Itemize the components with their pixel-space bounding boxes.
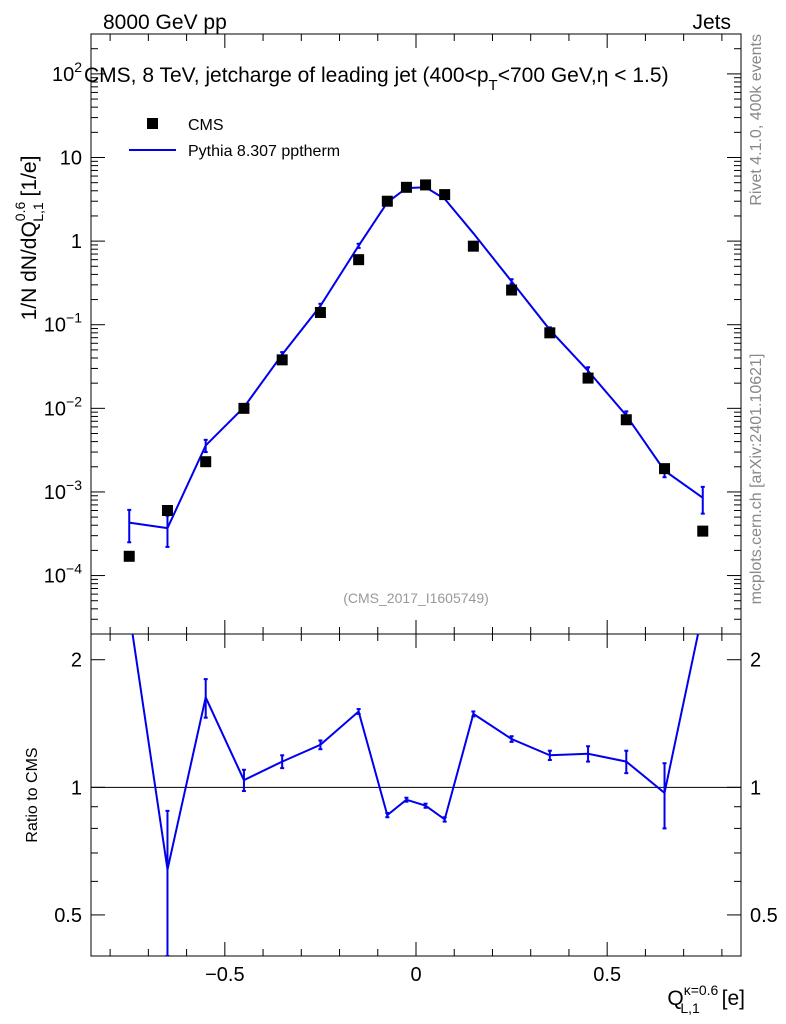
ratio-error-bar — [165, 809, 170, 956]
rivet-info: Rivet 4.1.0, 400k events — [748, 34, 765, 206]
data-point — [420, 179, 432, 191]
y-tick-label: 10−3 — [44, 477, 82, 504]
ratio-error-bar — [280, 754, 285, 770]
ratio-error-bar — [586, 745, 591, 763]
ratio-error-bar — [509, 735, 514, 743]
y-tick-label: 1 — [71, 231, 82, 253]
data-point — [238, 402, 250, 414]
y-tick-label: 10−1 — [44, 310, 82, 337]
mcplots-info: mcplots.cern.ch [arXiv:2401.10621] — [748, 354, 765, 605]
ratio-error-bar — [356, 708, 361, 715]
data-point — [276, 354, 288, 366]
ratio-tick-label-right: 2 — [750, 650, 761, 672]
data-point — [314, 307, 326, 319]
data-point — [582, 372, 594, 384]
mc-error-bar — [509, 278, 514, 285]
ratio-error-bar — [547, 749, 552, 762]
mc-error-bar — [165, 514, 170, 548]
ratio-error-bar — [404, 796, 409, 803]
mc-error-bar — [356, 242, 361, 249]
legend: CMS Pythia 8.307 pptherm — [129, 117, 340, 160]
ratio-tick-label-left: 0.5 — [54, 905, 82, 927]
data-point — [620, 414, 632, 426]
x-tick-label: −0.5 — [205, 964, 244, 986]
ratio-error-bar — [203, 678, 208, 719]
ratio-panel-frame — [90, 633, 742, 957]
legend-data-marker — [147, 118, 158, 129]
data-point — [506, 284, 518, 296]
ratio-tick-label-left: 1 — [71, 777, 82, 799]
y-tick-label: 10−2 — [44, 393, 82, 420]
ratio-error-bar — [318, 739, 323, 751]
ratio-error-bar — [241, 768, 246, 793]
ratio-error-bar — [385, 811, 390, 819]
ratio-tick-label-right: 1 — [750, 777, 761, 799]
analysis-tag: (CMS_2017_I1605749) — [343, 590, 489, 606]
ratio-error-bar — [662, 762, 667, 830]
ratio-line — [131, 634, 700, 870]
data-point — [161, 504, 173, 516]
data-point — [439, 189, 451, 201]
data-point — [123, 550, 135, 562]
x-tick-label: 0 — [410, 964, 421, 986]
ratio-y-axis-label: Ratio to CMS — [24, 747, 41, 842]
data-point — [353, 254, 365, 266]
energy-label: 8000 GeV pp — [103, 11, 227, 34]
process-label: Jets — [692, 11, 731, 34]
ratio-error-bar — [471, 710, 476, 718]
data-point — [200, 456, 212, 468]
chart-title: CMS, 8 TeV, jetcharge of leading jet (40… — [84, 64, 669, 94]
ratio-tick-label-left: 2 — [71, 650, 82, 672]
mc-line — [129, 186, 704, 530]
ratio-error-bar — [442, 816, 447, 823]
data-point — [697, 525, 709, 537]
mc-error-bar — [127, 508, 132, 544]
data-point — [400, 181, 412, 193]
y-tick-label: 102 — [52, 59, 82, 86]
ratio-tick-label-right: 0.5 — [750, 905, 778, 927]
y-axis-label: 1/N dN/dQ0.6 L,1 [1/e] — [12, 156, 46, 321]
legend-mc-label: Pythia 8.307 pptherm — [188, 143, 340, 160]
data-point — [544, 327, 556, 339]
data-point — [659, 463, 671, 475]
x-axis-label: Qκ=0.6 L,1 [e] — [667, 982, 745, 1016]
y-tick-label: 10 — [60, 148, 82, 170]
ratio-error-bar — [423, 802, 428, 809]
x-tick-label: 0.5 — [593, 964, 621, 986]
data-point — [381, 195, 393, 207]
legend-data-label: CMS — [188, 117, 224, 134]
y-tick-label: 10−4 — [44, 561, 82, 588]
mc-error-bar — [700, 485, 705, 515]
ratio-error-bar — [624, 749, 629, 775]
mc-error-bar — [203, 438, 208, 454]
data-point — [467, 240, 479, 252]
